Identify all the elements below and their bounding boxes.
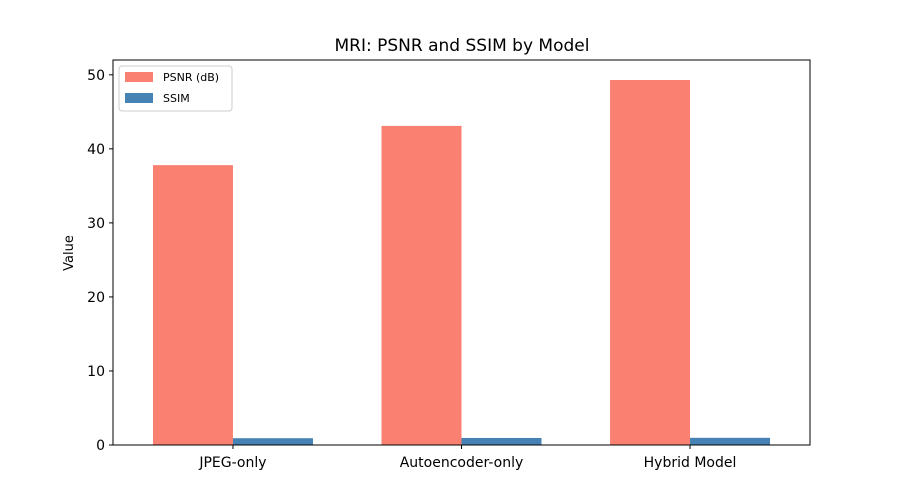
legend-items: PSNR (dB) SSIM [125, 71, 219, 105]
legend-label: PSNR (dB) [163, 71, 219, 84]
bar-ssim-0 [232, 438, 313, 445]
bar-ssim-1 [461, 437, 542, 445]
legend-swatch [125, 72, 153, 82]
x-tick-label: Autoencoder-only [400, 455, 524, 471]
x-tick-label: Hybrid Model [644, 455, 737, 471]
y-tick-label: 10 [87, 364, 105, 380]
plot-area-frame [112, 59, 811, 446]
ticks-layer: JPEG-only Autoencoder-only Hybrid Model 0 10… [87, 68, 736, 471]
y-tick-label: 30 [87, 216, 105, 232]
legend-label: SSIM [163, 92, 190, 105]
legend: PSNR (dB) SSIM [118, 65, 233, 112]
y-tick-label: 50 [87, 68, 105, 84]
bar-psnr-db-0 [152, 165, 233, 445]
bar-psnr-db-2 [610, 79, 691, 445]
bar-psnr-db-1 [381, 125, 462, 446]
y-tick-label: 0 [96, 438, 105, 454]
x-tick-label: JPEG-only [198, 455, 266, 471]
chart-title: MRI: PSNR and SSIM by Model [335, 36, 590, 56]
y-axis-label: Value [62, 235, 77, 271]
y-tick-label: 40 [87, 142, 105, 158]
legend-swatch [125, 93, 153, 103]
bar-ssim-2 [690, 437, 771, 445]
y-tick-label: 20 [87, 290, 105, 306]
bars-layer [152, 79, 771, 446]
